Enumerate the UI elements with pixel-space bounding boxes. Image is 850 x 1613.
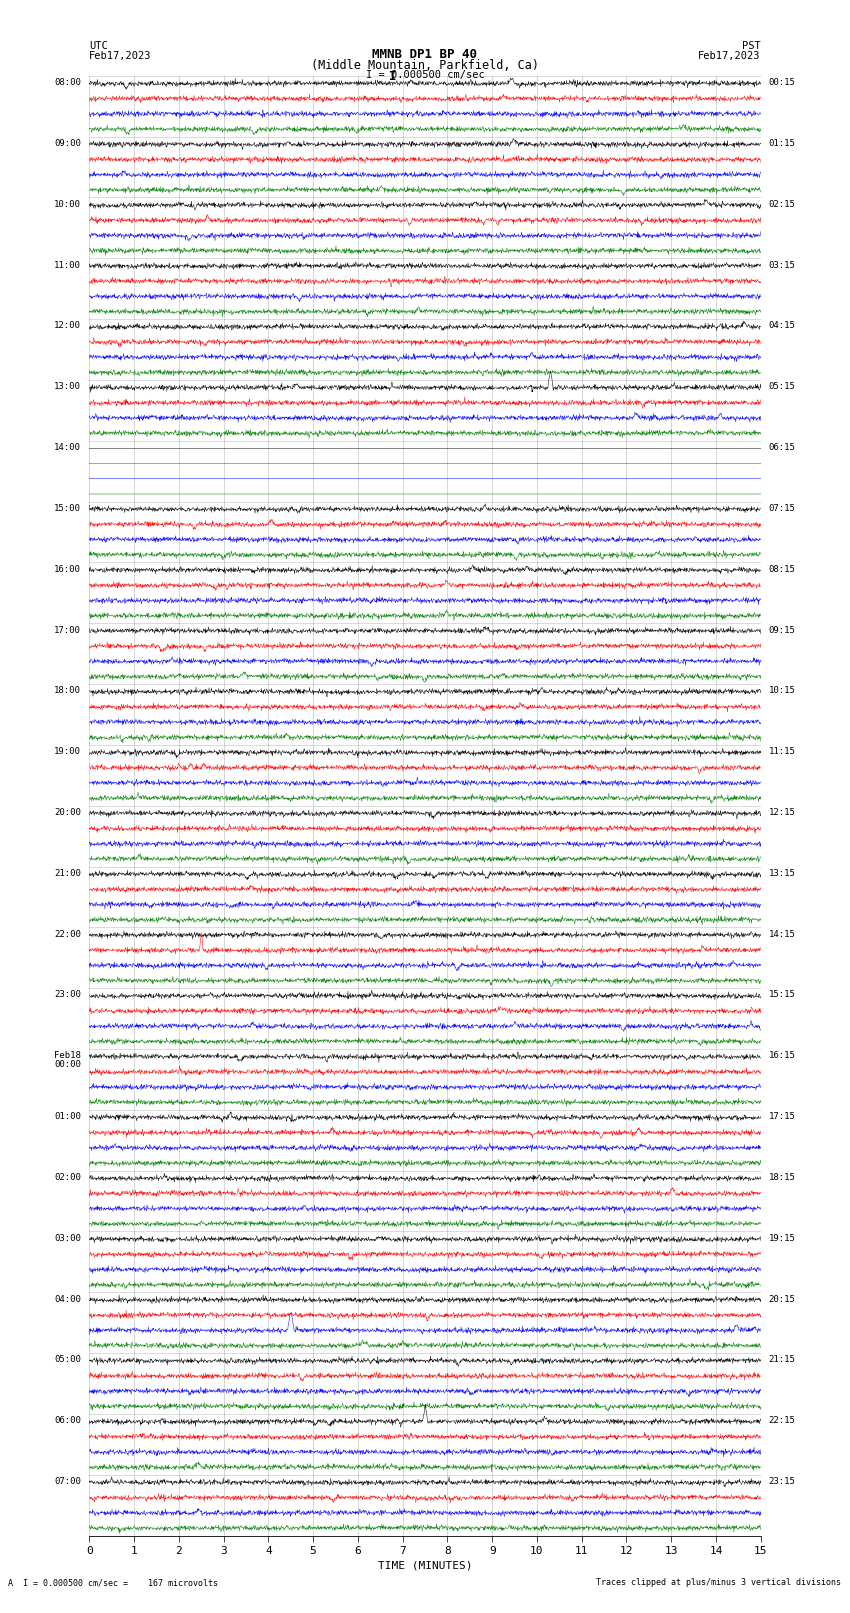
Text: 20:00: 20:00 xyxy=(54,808,82,816)
Text: 03:15: 03:15 xyxy=(768,261,796,269)
Text: 07:00: 07:00 xyxy=(54,1478,82,1486)
Text: 13:15: 13:15 xyxy=(768,869,796,877)
Text: PST: PST xyxy=(742,40,761,52)
Text: 19:00: 19:00 xyxy=(54,747,82,756)
Text: 23:15: 23:15 xyxy=(768,1478,796,1486)
Text: 09:15: 09:15 xyxy=(768,626,796,634)
Text: 21:15: 21:15 xyxy=(768,1355,796,1365)
Text: 05:15: 05:15 xyxy=(768,382,796,392)
Text: 19:15: 19:15 xyxy=(768,1234,796,1242)
Text: 02:15: 02:15 xyxy=(768,200,796,208)
Text: 13:00: 13:00 xyxy=(54,382,82,392)
Text: 16:15: 16:15 xyxy=(768,1052,796,1060)
Text: 01:15: 01:15 xyxy=(768,139,796,148)
Text: 04:15: 04:15 xyxy=(768,321,796,331)
Text: A  I = 0.000500 cm/sec =    167 microvolts: A I = 0.000500 cm/sec = 167 microvolts xyxy=(8,1578,218,1587)
Text: 12:15: 12:15 xyxy=(768,808,796,816)
Text: 06:00: 06:00 xyxy=(54,1416,82,1426)
Text: 22:15: 22:15 xyxy=(768,1416,796,1426)
Text: I: I xyxy=(389,71,396,84)
Text: 03:00: 03:00 xyxy=(54,1234,82,1242)
Text: 15:15: 15:15 xyxy=(768,990,796,1000)
Text: MMNB DP1 BP 40: MMNB DP1 BP 40 xyxy=(372,47,478,61)
Text: 10:15: 10:15 xyxy=(768,686,796,695)
Text: (Middle Mountain, Parkfield, Ca): (Middle Mountain, Parkfield, Ca) xyxy=(311,58,539,73)
Text: 11:00: 11:00 xyxy=(54,261,82,269)
Text: 00:00: 00:00 xyxy=(54,1060,82,1069)
Text: Feb17,2023: Feb17,2023 xyxy=(89,50,152,61)
Text: 08:15: 08:15 xyxy=(768,565,796,574)
Text: 16:00: 16:00 xyxy=(54,565,82,574)
Text: 17:15: 17:15 xyxy=(768,1111,796,1121)
Text: 20:15: 20:15 xyxy=(768,1295,796,1303)
Text: Traces clipped at plus/minus 3 vertical divisions: Traces clipped at plus/minus 3 vertical … xyxy=(597,1578,842,1587)
Text: 15:00: 15:00 xyxy=(54,503,82,513)
Text: 22:00: 22:00 xyxy=(54,929,82,939)
Text: 23:00: 23:00 xyxy=(54,990,82,1000)
Text: 07:15: 07:15 xyxy=(768,503,796,513)
Text: 10:00: 10:00 xyxy=(54,200,82,208)
Text: Feb17,2023: Feb17,2023 xyxy=(698,50,761,61)
Text: UTC: UTC xyxy=(89,40,108,52)
Text: 00:15: 00:15 xyxy=(768,77,796,87)
Text: 14:15: 14:15 xyxy=(768,929,796,939)
Text: 12:00: 12:00 xyxy=(54,321,82,331)
Text: 21:00: 21:00 xyxy=(54,869,82,877)
X-axis label: TIME (MINUTES): TIME (MINUTES) xyxy=(377,1560,473,1569)
Text: 18:15: 18:15 xyxy=(768,1173,796,1182)
Text: 05:00: 05:00 xyxy=(54,1355,82,1365)
Text: 17:00: 17:00 xyxy=(54,626,82,634)
Text: 18:00: 18:00 xyxy=(54,686,82,695)
Text: 01:00: 01:00 xyxy=(54,1111,82,1121)
Text: 11:15: 11:15 xyxy=(768,747,796,756)
Text: I = 0.000500 cm/sec: I = 0.000500 cm/sec xyxy=(366,71,484,81)
Text: 02:00: 02:00 xyxy=(54,1173,82,1182)
Text: Feb18: Feb18 xyxy=(54,1050,82,1060)
Text: 04:00: 04:00 xyxy=(54,1295,82,1303)
Text: 06:15: 06:15 xyxy=(768,444,796,452)
Text: 08:00: 08:00 xyxy=(54,77,82,87)
Text: 09:00: 09:00 xyxy=(54,139,82,148)
Text: 14:00: 14:00 xyxy=(54,444,82,452)
